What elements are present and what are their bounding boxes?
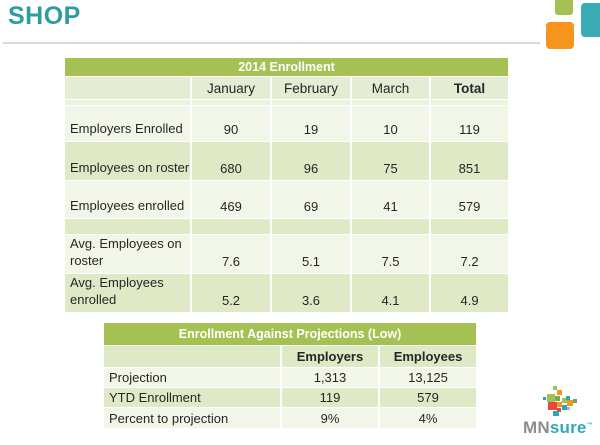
cell: 10 — [350, 105, 431, 142]
cell: 5.2 — [190, 273, 272, 313]
cell: 579 — [428, 180, 511, 219]
column-header-march: March — [350, 76, 431, 100]
table-title: 2014 Enrollment — [62, 57, 511, 77]
column-header-employers: Employers — [280, 345, 380, 368]
row-label: Employees on roster — [63, 141, 192, 181]
row-label: YTD Enrollment — [102, 387, 282, 408]
cell: 7.5 — [350, 234, 431, 274]
cell: 69 — [270, 180, 352, 219]
page-title: SHOP — [8, 2, 81, 30]
title-divider — [3, 42, 540, 44]
cell: 5.1 — [270, 234, 352, 274]
column-header-row: January February March Total — [63, 76, 511, 100]
projections-table: Enrollment Against Projections (Low) Emp… — [101, 322, 479, 429]
row-label: Avg. Employees enrolled — [63, 273, 192, 313]
row-label: Avg. Employees on roster — [63, 234, 192, 274]
table-row: Percent to projection 9% 4% — [102, 407, 479, 429]
column-header-january: January — [190, 76, 272, 100]
column-header-employees: Employees — [377, 345, 479, 368]
table-title-row: Enrollment Against Projections (Low) — [101, 322, 479, 346]
cell: 4.9 — [428, 273, 511, 313]
decor-square-teal-icon — [581, 3, 600, 37]
table-title: Enrollment Against Projections (Low) — [101, 322, 479, 346]
table-row: Projection 1,313 13,125 — [102, 367, 479, 388]
table-row: Employees enrolled 469 69 41 579 — [63, 180, 511, 219]
decor-square-orange-icon — [546, 22, 574, 49]
cell: 1,313 — [280, 367, 380, 388]
cell: 13,125 — [377, 367, 479, 388]
logo-mn: MN — [523, 418, 550, 437]
cell: 90 — [190, 105, 272, 142]
cell: 9% — [280, 407, 380, 429]
cell: 7.6 — [190, 234, 272, 274]
table-row: Employees on roster 680 96 75 851 — [63, 141, 511, 181]
cell: 4% — [377, 407, 479, 429]
cell: 4.1 — [350, 273, 431, 313]
column-header-february: February — [270, 76, 352, 100]
column-header-total: Total — [428, 76, 511, 100]
table-row: YTD Enrollment 119 579 — [102, 387, 479, 408]
cell: 119 — [428, 105, 511, 142]
column-header-row: Employers Employees — [102, 345, 479, 368]
logo-tm: ™ — [586, 422, 593, 429]
row-label: Employers Enrolled — [63, 105, 192, 142]
table-row: Employers Enrolled 90 19 10 119 — [63, 105, 511, 142]
enrollment-table: 2014 Enrollment January February March T… — [62, 57, 511, 313]
logo-sure: sure — [549, 418, 587, 437]
table-title-row: 2014 Enrollment — [62, 57, 511, 77]
row-label: Employees enrolled — [63, 180, 192, 219]
cell: 75 — [350, 141, 431, 181]
cell: 579 — [377, 387, 479, 408]
cell: 41 — [350, 180, 431, 219]
row-label: Projection — [102, 367, 282, 388]
column-header — [63, 76, 192, 100]
cell: 19 — [270, 105, 352, 142]
cell: 119 — [280, 387, 380, 408]
mnsure-logo-text: MNsure™ — [523, 418, 593, 438]
cell: 7.2 — [428, 234, 511, 274]
mnsure-logo: MNsure™ — [521, 385, 597, 441]
spacer-row — [63, 218, 511, 235]
table-row: Avg. Employees enrolled 5.2 3.6 4.1 4.9 — [63, 273, 511, 313]
table-row: Avg. Employees on roster 7.6 5.1 7.5 7.2 — [63, 234, 511, 274]
cell: 680 — [190, 141, 272, 181]
cell: 851 — [428, 141, 511, 181]
column-header — [102, 345, 282, 368]
row-label: Percent to projection — [102, 407, 282, 429]
decor-square-green-icon — [555, 0, 573, 15]
cell: 96 — [270, 141, 352, 181]
cell: 469 — [190, 180, 272, 219]
mnsure-mosaic-icon — [542, 386, 578, 418]
cell: 3.6 — [270, 273, 352, 313]
